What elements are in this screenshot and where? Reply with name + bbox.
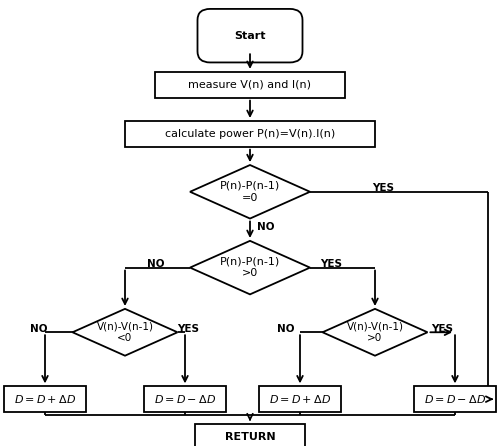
Text: Start: Start <box>234 31 266 41</box>
Bar <box>259 386 341 412</box>
Text: NO: NO <box>278 324 295 334</box>
Bar <box>4 386 86 412</box>
Bar <box>125 121 375 147</box>
Text: $D = D + \Delta D$: $D = D + \Delta D$ <box>269 393 331 405</box>
Text: $D = D - \Delta D$: $D = D - \Delta D$ <box>154 393 216 405</box>
Text: V(n)-V(n-1)
>0: V(n)-V(n-1) >0 <box>346 322 404 343</box>
Bar <box>144 386 226 412</box>
Bar <box>155 72 345 98</box>
Text: $D = D - \Delta D$: $D = D - \Delta D$ <box>424 393 486 405</box>
Bar <box>195 424 305 446</box>
Text: measure V(n) and I(n): measure V(n) and I(n) <box>188 80 312 90</box>
Text: RETURN: RETURN <box>224 432 276 442</box>
Text: YES: YES <box>178 324 200 334</box>
Text: YES: YES <box>372 183 394 193</box>
FancyBboxPatch shape <box>198 9 302 62</box>
Polygon shape <box>72 309 178 356</box>
Text: NO: NO <box>30 324 48 334</box>
Polygon shape <box>322 309 428 356</box>
Text: NO: NO <box>148 259 165 269</box>
Text: P(n)-P(n-1)
>0: P(n)-P(n-1) >0 <box>220 257 280 278</box>
Polygon shape <box>190 165 310 219</box>
Bar <box>414 386 496 412</box>
Text: P(n)-P(n-1)
=0: P(n)-P(n-1) =0 <box>220 181 280 202</box>
Text: YES: YES <box>431 324 453 334</box>
Text: V(n)-V(n-1)
<0: V(n)-V(n-1) <0 <box>96 322 154 343</box>
Polygon shape <box>190 241 310 294</box>
Text: calculate power P(n)=V(n).I(n): calculate power P(n)=V(n).I(n) <box>165 129 335 139</box>
Text: $D = D + \Delta D$: $D = D + \Delta D$ <box>14 393 76 405</box>
Text: NO: NO <box>258 223 275 232</box>
Text: YES: YES <box>320 259 342 269</box>
